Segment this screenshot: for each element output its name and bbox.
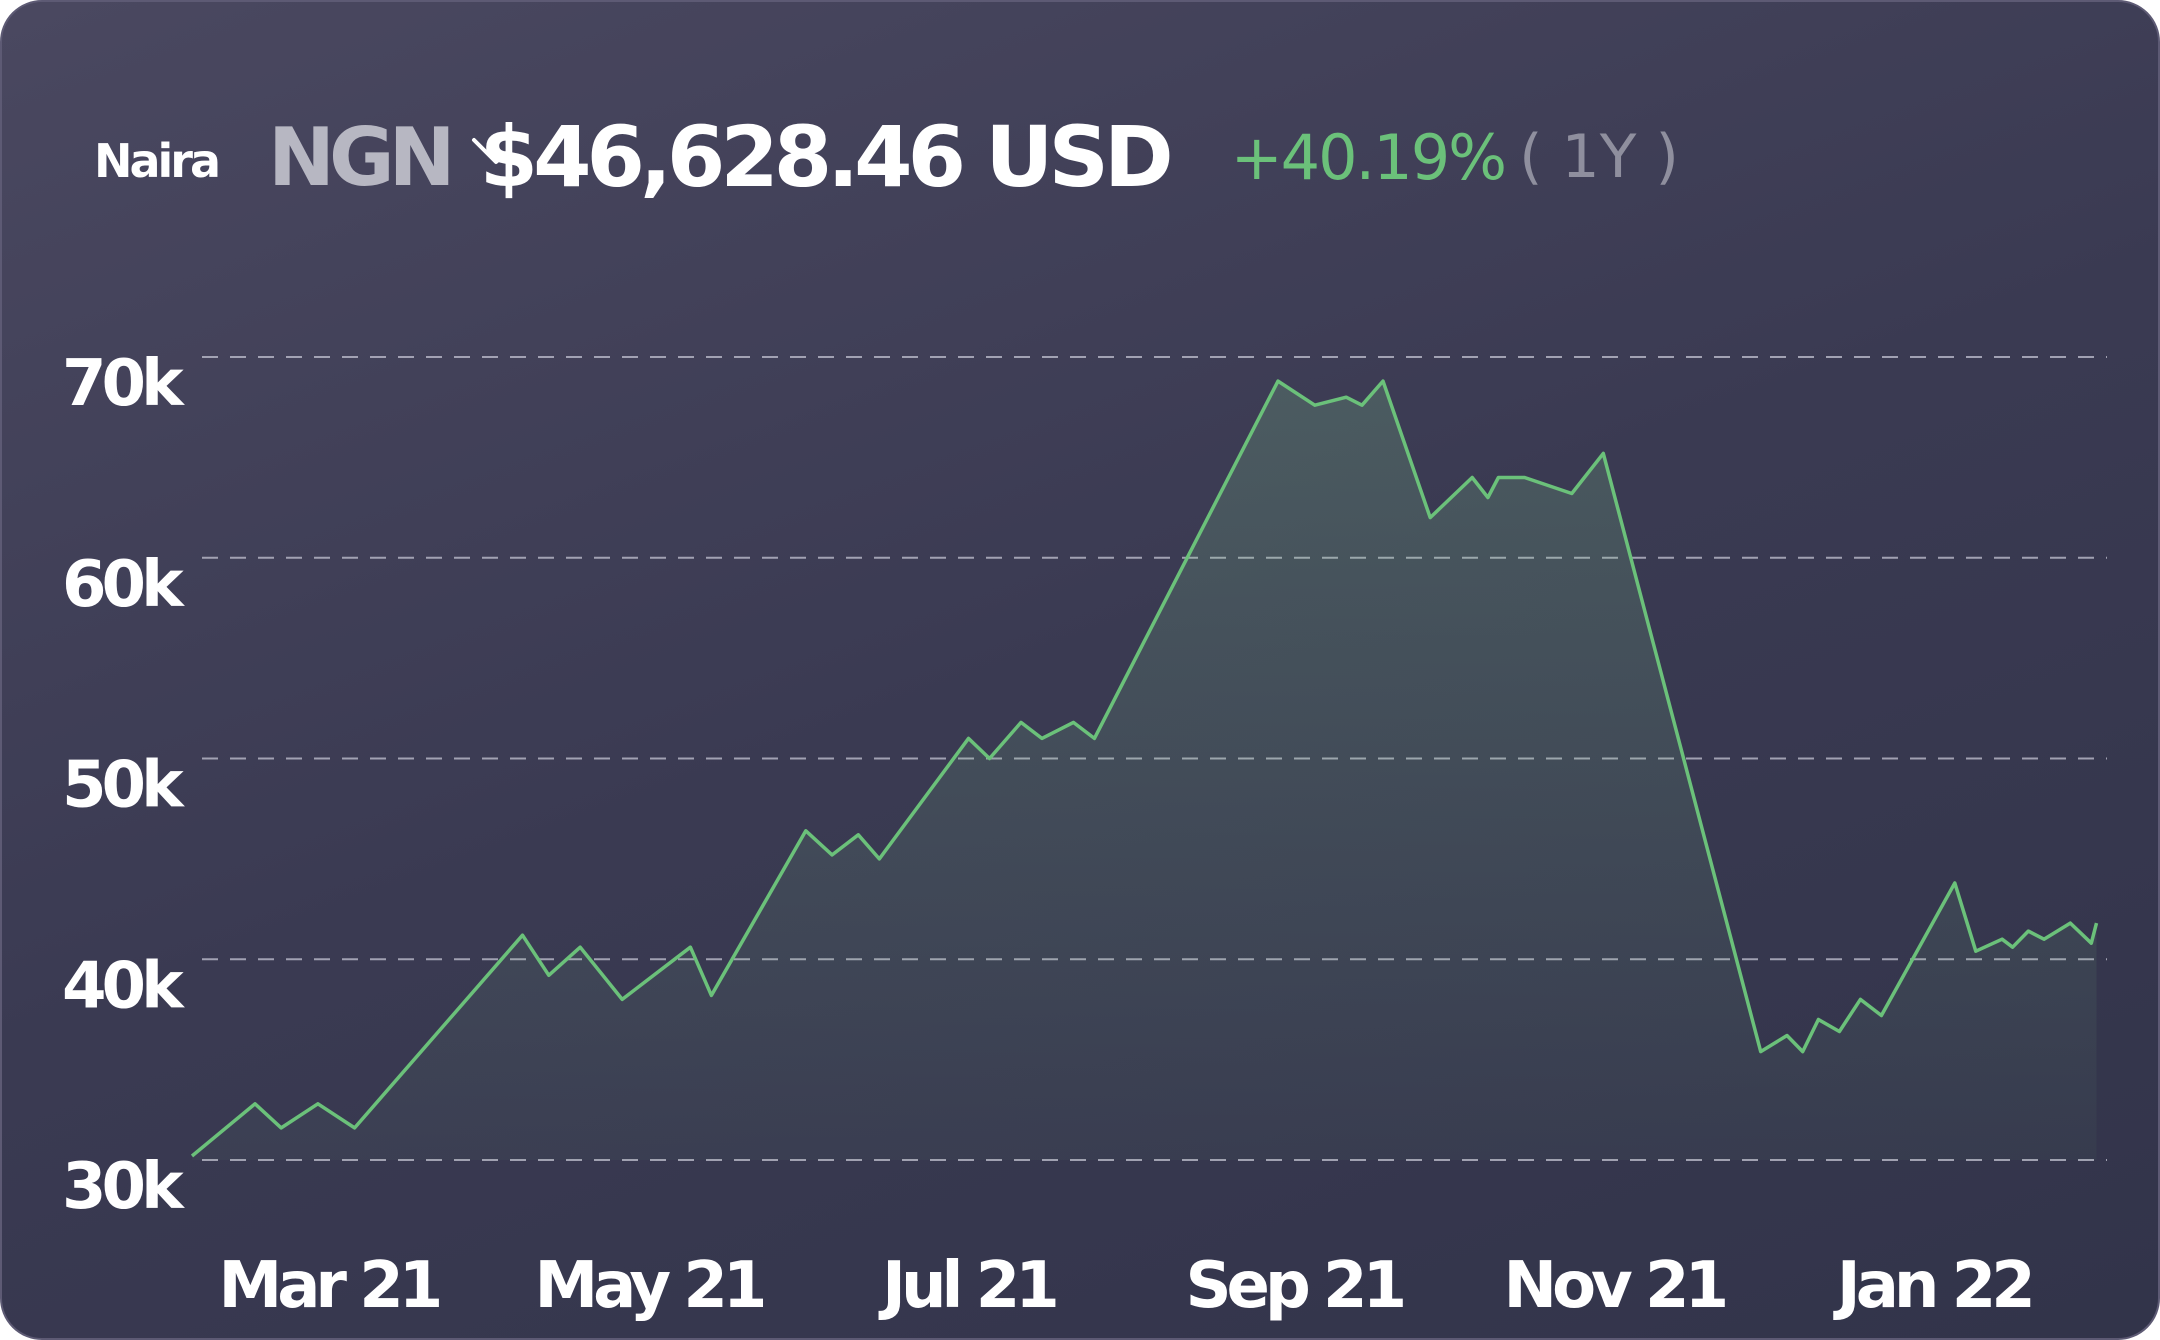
- series-area-fill: [192, 381, 2097, 1161]
- trend-down-arrow-icon: [471, 138, 512, 164]
- x-axis-ticks: Mar 21 May 21 Jul 21 Sep 21 Nov 21 Jan 22: [219, 1249, 2036, 1323]
- x-tick-label: Sep 21: [1185, 1249, 1403, 1323]
- y-tick-label: 60k: [62, 548, 185, 622]
- y-tick-label: 70k: [62, 347, 185, 421]
- price-group: $46,628.46 USD: [471, 108, 1174, 206]
- y-axis-ticks: 70k 60k 50k 40k 30k: [62, 347, 190, 1224]
- x-tick-label: Mar 21: [219, 1249, 440, 1323]
- price-header: Naira NGN $46,628.46 USD +40.19% ( 1Y ): [94, 102, 1679, 212]
- asset-name: Naira: [94, 134, 221, 188]
- x-tick-label: Jan 22: [1833, 1249, 2031, 1323]
- y-tick-label: 40k: [62, 949, 185, 1023]
- y-tick-label: 30k: [62, 1150, 185, 1224]
- series-line: [190, 379, 2099, 1158]
- y-tick-label: 50k: [62, 749, 185, 823]
- price-change-percent: +40.19%: [1230, 120, 1507, 194]
- x-tick-label: Nov 21: [1504, 1249, 1726, 1323]
- period-selector[interactable]: ( 1Y ): [1519, 122, 1679, 192]
- x-tick-label: May 21: [534, 1249, 763, 1323]
- current-price: $46,628.46 USD: [479, 108, 1174, 206]
- asset-code: NGN: [268, 110, 456, 204]
- x-tick-label: Jul 21: [878, 1249, 1056, 1323]
